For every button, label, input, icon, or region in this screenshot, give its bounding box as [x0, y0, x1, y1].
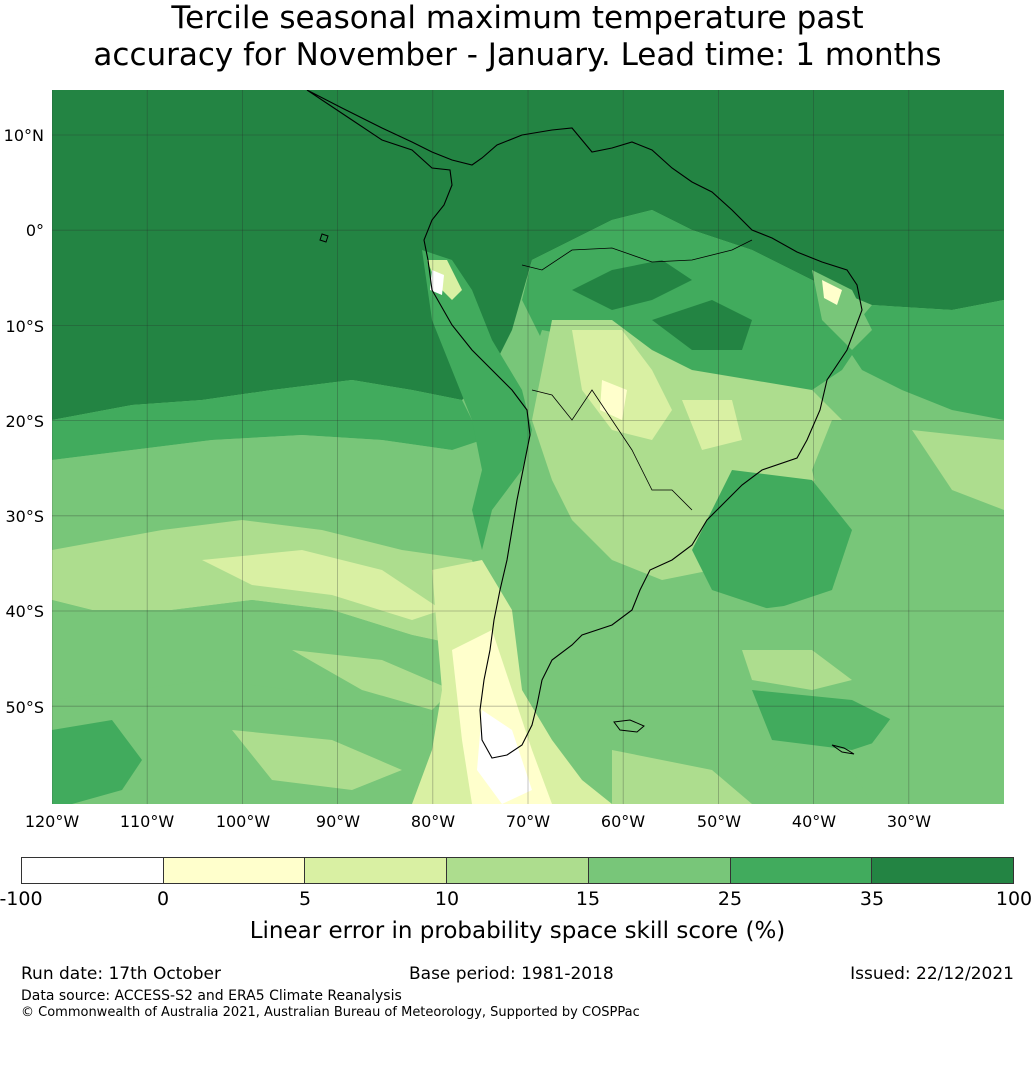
colorbar-tick-100: 100 [995, 888, 1033, 910]
colorbar-tick-0: 0 [156, 888, 170, 910]
lon-label-90w: 90°W [315, 812, 361, 831]
lat-label-50s: 50°S [5, 698, 44, 717]
chart-title: Tercile seasonal maximum temperature pas… [0, 0, 1035, 74]
lon-label-60w: 60°W [600, 812, 646, 831]
colorbar-segment-5 [730, 858, 873, 883]
lon-label-110w: 110°W [119, 812, 175, 831]
base-period: Base period: 1981-2018 [409, 964, 614, 984]
colorbar-segment-2 [305, 858, 448, 883]
colorbar-tick-25: 25 [717, 888, 743, 910]
lat-label-20s: 20°S [5, 412, 44, 431]
colorbar-segment-3 [447, 858, 589, 883]
issued-date: Issued: 22/12/2021 [850, 964, 1014, 984]
colorbar-segment-6 [872, 858, 1014, 883]
colorbar-segment-1 [163, 858, 306, 883]
colorbar-label: Linear error in probability space skill … [249, 918, 786, 944]
lon-label-30w: 30°W [886, 812, 932, 831]
skill-score-map [52, 90, 1004, 804]
colorbar-tick-35: 35 [859, 888, 885, 910]
colorbar [21, 857, 1014, 884]
run-date: Run date: 17th October [21, 964, 221, 984]
title-line-1: Tercile seasonal maximum temperature pas… [171, 0, 864, 36]
colorbar-tick-10: 10 [434, 888, 460, 910]
colorbar-tick-15: 15 [575, 888, 601, 910]
lat-label-0: 0° [25, 221, 44, 240]
lon-label-80w: 80°W [410, 812, 456, 831]
lon-label-50w: 50°W [696, 812, 742, 831]
copyright: © Commonwealth of Australia 2021, Austra… [21, 1005, 640, 1020]
lon-label-70w: 70°W [505, 812, 551, 831]
colorbar-tick-neg100: -100 [0, 888, 43, 910]
lat-label-10n: 10°N [3, 126, 44, 145]
lat-label-10s: 10°S [5, 317, 44, 336]
lon-label-40w: 40°W [791, 812, 837, 831]
colorbar-segment-0 [22, 858, 164, 883]
data-source: Data source: ACCESS-S2 and ERA5 Climate … [21, 988, 402, 1004]
lon-label-100w: 100°W [215, 812, 271, 831]
colorbar-segment-4 [588, 858, 731, 883]
lon-label-120w: 120°W [24, 812, 80, 831]
lat-label-40s: 40°S [5, 602, 44, 621]
lat-label-30s: 30°S [5, 507, 44, 526]
colorbar-tick-5: 5 [298, 888, 312, 910]
title-line-2: accuracy for November - January. Lead ti… [93, 37, 942, 73]
